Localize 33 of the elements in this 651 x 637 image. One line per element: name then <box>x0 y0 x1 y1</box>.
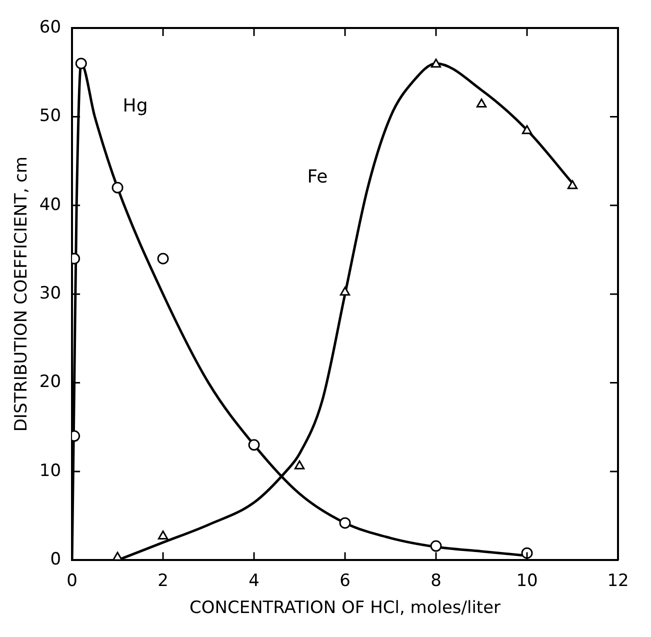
y-tick-label: 10 <box>39 460 62 481</box>
y-tick-label: 30 <box>39 284 62 304</box>
point <box>248 439 260 451</box>
point <box>476 98 487 108</box>
point <box>294 460 305 470</box>
y-tick-label: 40 <box>39 194 62 215</box>
y-tick-label: 20 <box>39 372 62 392</box>
x-tick-label: 8 <box>430 570 442 591</box>
point <box>112 552 123 560</box>
x-tick-label: 4 <box>248 570 260 591</box>
y-axis-title: DISTRIBUTION COEFFICIENT, cm <box>12 156 32 432</box>
series-label: Hg <box>122 95 148 116</box>
point <box>430 58 442 68</box>
point <box>339 517 351 529</box>
point <box>430 540 442 552</box>
point <box>157 252 169 264</box>
y-tick-label: 50 <box>39 106 62 126</box>
y-tick-label: 60 <box>39 17 62 38</box>
point <box>158 530 168 540</box>
point <box>521 547 533 559</box>
x-tick-label: 0 <box>66 570 78 591</box>
point <box>75 58 87 70</box>
point <box>567 180 578 190</box>
x-tick-label: 12 <box>607 570 629 591</box>
x-tick-label: 2 <box>158 570 168 591</box>
x-tick-label: 10 <box>516 570 538 591</box>
x-axis-title: CONCENTRATION OF HCl, moles/liter <box>189 598 501 618</box>
point <box>340 286 350 296</box>
text: Fe <box>307 166 328 188</box>
point <box>112 182 124 194</box>
point <box>522 125 532 134</box>
y-tick-label: 0 <box>50 550 62 570</box>
x-tick-label: 6 <box>340 570 350 591</box>
